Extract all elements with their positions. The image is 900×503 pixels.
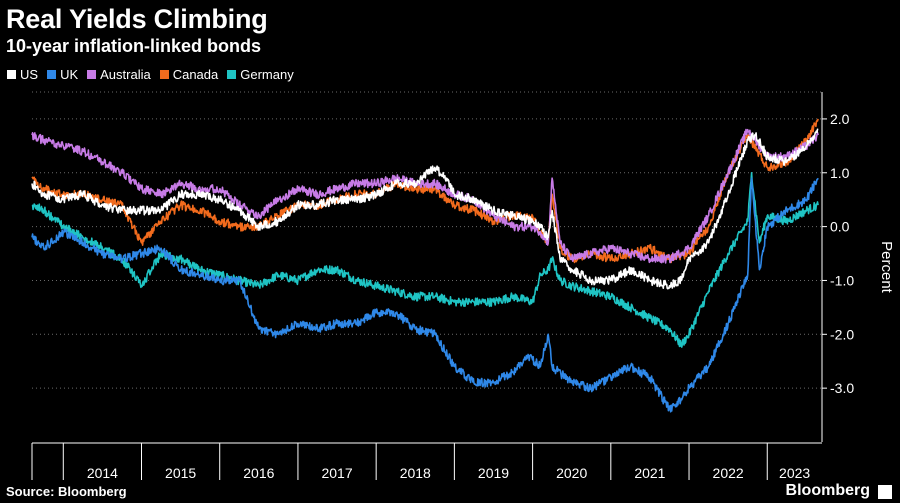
legend-label: US xyxy=(20,67,39,82)
y-tick-label: 1.0 xyxy=(830,165,850,181)
legend-item: Australia xyxy=(87,67,151,82)
x-tick-label: 2016 xyxy=(243,465,274,481)
y-tick-label: -2.0 xyxy=(830,326,854,342)
series-line-uk xyxy=(31,177,819,413)
legend-label: Canada xyxy=(172,67,219,82)
chart-subtitle: 10-year inflation-linked bonds xyxy=(6,36,262,56)
legend-swatch xyxy=(47,70,57,79)
legend-item: UK xyxy=(47,67,78,82)
x-tick-label: 2022 xyxy=(713,465,744,481)
legend-swatch xyxy=(159,70,169,79)
legend-item: Germany xyxy=(227,67,294,82)
x-tick-label: 2019 xyxy=(478,465,509,481)
x-tick-label: 2014 xyxy=(87,465,118,481)
x-tick-label: 2015 xyxy=(165,465,196,481)
legend-swatch xyxy=(87,70,97,79)
y-tick-label: -3.0 xyxy=(830,380,854,396)
legend-swatch xyxy=(227,70,237,79)
x-tick-label: 2023 xyxy=(779,465,810,481)
x-tick-label: 2020 xyxy=(556,465,587,481)
legend-item: Canada xyxy=(159,67,219,82)
source-note: Source: Bloomberg xyxy=(6,484,127,499)
y-axis-label: Percent xyxy=(878,241,895,294)
legend-item: US xyxy=(7,67,38,82)
series-line-germany xyxy=(31,172,819,348)
series-line-australia xyxy=(31,128,819,264)
legend-swatch xyxy=(7,70,16,79)
y-tick-label: 0.0 xyxy=(830,219,850,235)
chart-legend: US UK Australia Canada Germany xyxy=(7,67,303,82)
legend-label: Germany xyxy=(240,67,294,82)
series-line-us xyxy=(31,128,819,290)
x-tick-label: 2021 xyxy=(634,465,665,481)
x-tick-label: 2017 xyxy=(321,465,352,481)
y-tick-label: 2.0 xyxy=(830,111,850,127)
x-tick-label: 2018 xyxy=(400,465,431,481)
y-tick-label: -1.0 xyxy=(830,272,854,288)
brand-logo-text: Bloomberg xyxy=(785,482,870,499)
legend-label: UK xyxy=(60,67,79,82)
brand-mark-icon xyxy=(878,485,892,499)
series-line-canada xyxy=(31,118,819,264)
legend-label: Australia xyxy=(100,67,151,82)
chart-title: Real Yields Climbing xyxy=(6,4,268,34)
